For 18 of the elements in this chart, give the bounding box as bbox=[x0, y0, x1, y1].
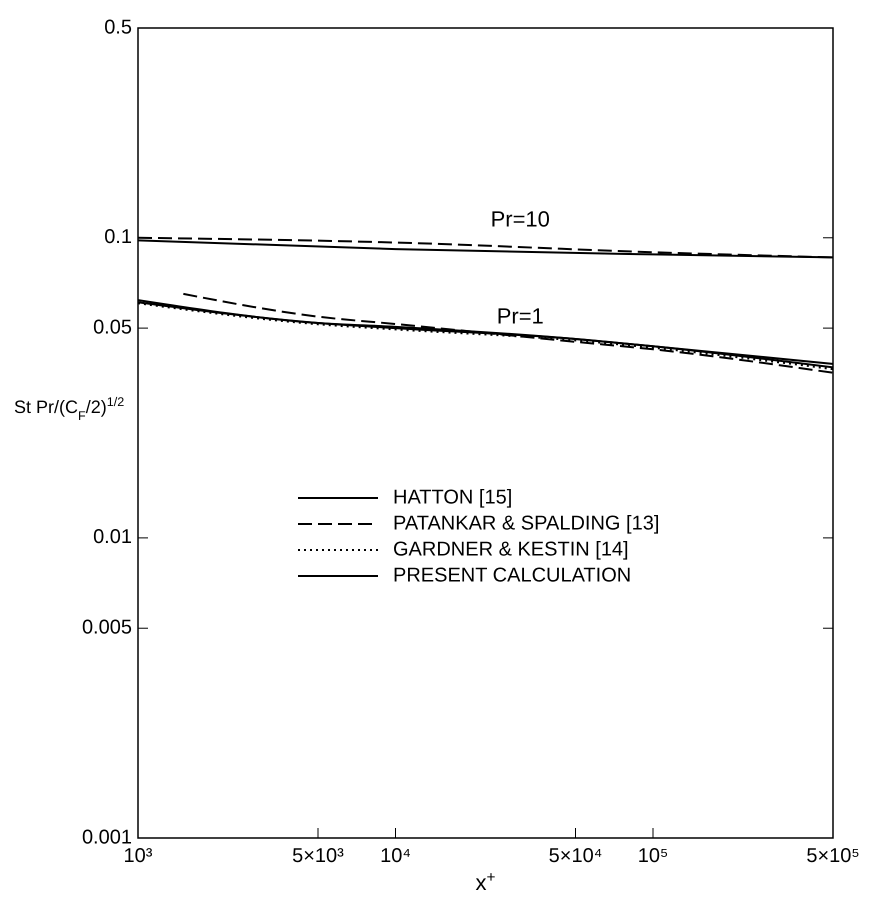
legend-label: PRESENT CALCULATION bbox=[393, 564, 632, 586]
legend-label: HATTON [15] bbox=[393, 486, 512, 508]
x-axis-title: x$^{+}$ bbox=[476, 868, 496, 895]
annotation: Pr=10 bbox=[490, 206, 550, 232]
legend-label: PATANKAR & SPALDING [13] bbox=[393, 512, 660, 534]
x-tick-label: 10⁴ bbox=[380, 845, 411, 867]
y-tick-label: 0.05 bbox=[93, 316, 132, 338]
y-tick-label: 0.5 bbox=[104, 16, 132, 38]
y-tick-label: 0.01 bbox=[93, 526, 132, 548]
x-tick-label: 5×10³ bbox=[292, 845, 344, 867]
y-tick-label: 0.005 bbox=[82, 616, 132, 639]
y-axis-title: St Pr/(C$_{F}$/2)$^{1/2}$ bbox=[14, 395, 124, 423]
y-tick-label: 0.1 bbox=[104, 226, 132, 248]
x-tick-label: 5×10⁴ bbox=[548, 845, 602, 867]
annotation: Pr=1 bbox=[496, 304, 544, 329]
x-tick-label: 10⁵ bbox=[638, 845, 668, 867]
x-tick-label: 5×10⁵ bbox=[806, 845, 860, 867]
legend-label: GARDNER & KESTIN [14] bbox=[393, 538, 629, 560]
